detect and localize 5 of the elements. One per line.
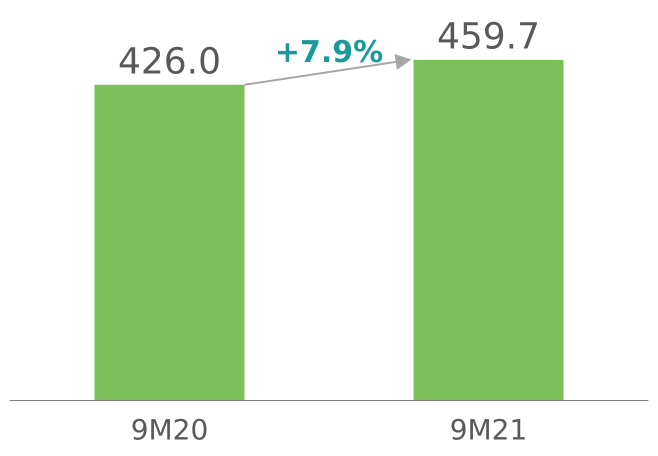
x-tick-label: 9M20 [130,414,208,446]
data-label: 426.0 [118,41,222,82]
data-label: 459.7 [436,16,540,58]
x-tick-label: 9M21 [450,414,528,446]
annotation: +7.9% [274,34,384,70]
